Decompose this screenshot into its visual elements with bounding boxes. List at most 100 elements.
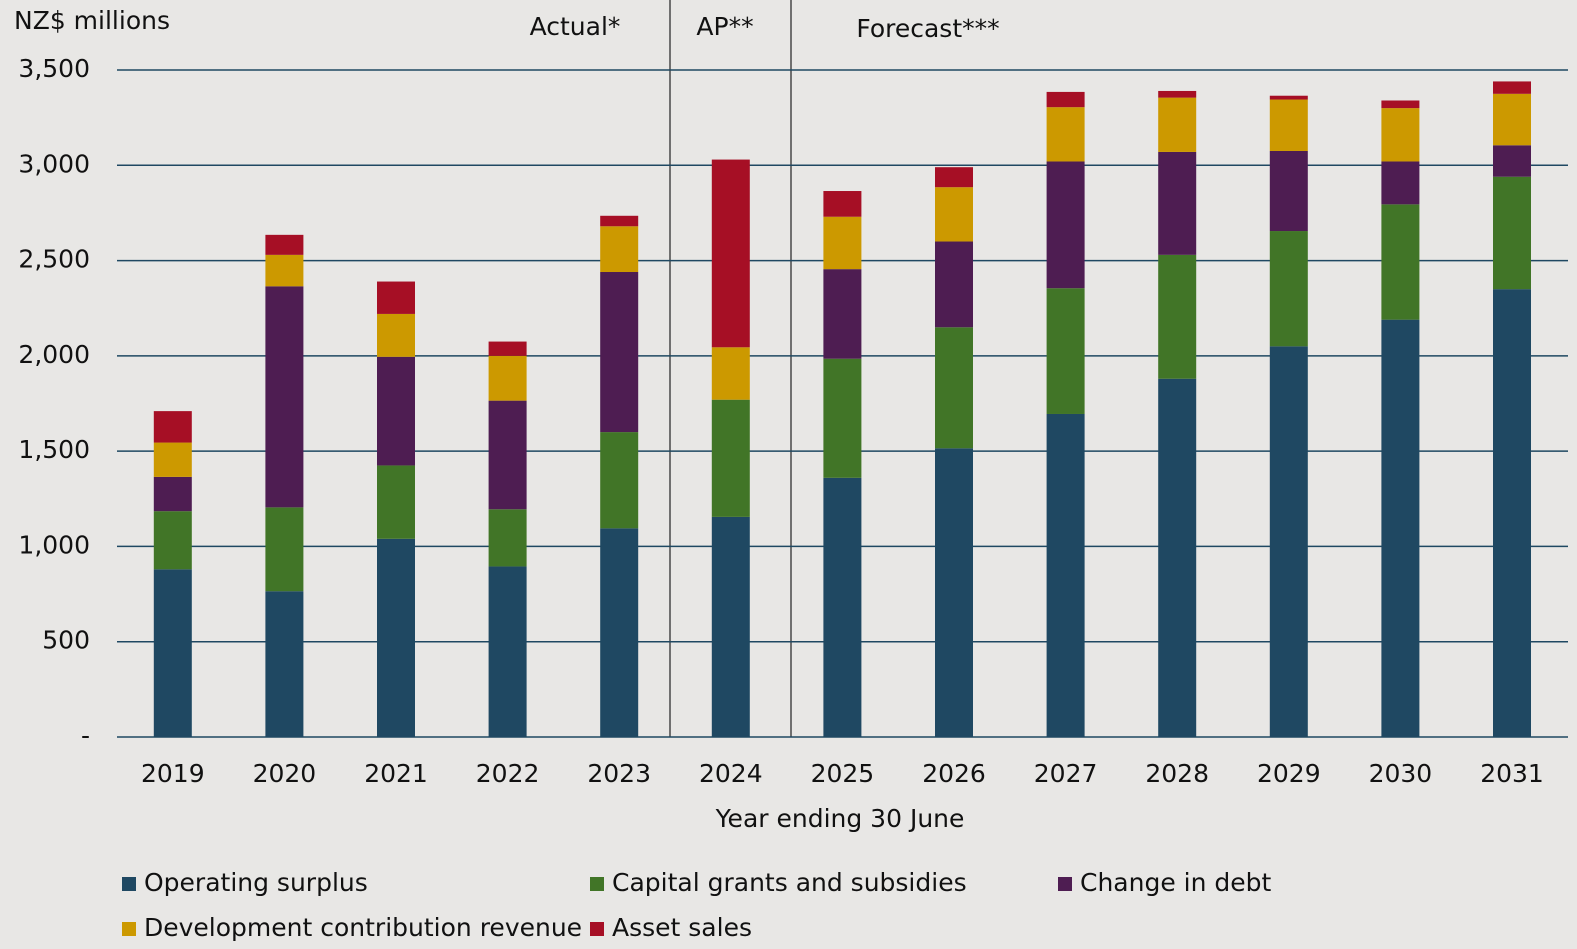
bar-segment <box>1381 108 1420 162</box>
bar-segment <box>1046 288 1085 414</box>
x-tick-label: 2025 <box>811 759 875 788</box>
bar-segment <box>1158 151 1197 255</box>
bar-segment <box>265 286 304 508</box>
bar-segment <box>1269 150 1308 232</box>
y-tick-label: 2,000 <box>18 340 90 369</box>
legend-label: Capital grants and subsidies <box>612 868 967 897</box>
bar-segment <box>265 507 304 592</box>
y-axis-title: NZ$ millions <box>14 6 170 35</box>
bar-segment <box>935 241 973 328</box>
bar-segment <box>1493 81 1531 94</box>
bar-segment <box>153 442 192 477</box>
y-tick-label: - <box>81 721 90 750</box>
bar-segment <box>823 216 862 270</box>
bar-segment <box>711 516 750 737</box>
bar-segment <box>1381 319 1420 737</box>
bar-segment <box>1493 176 1531 290</box>
bar-segment <box>935 327 973 449</box>
bar-segment <box>711 159 750 348</box>
y-tick-label: 3,000 <box>18 149 90 178</box>
bar-segment <box>935 448 973 737</box>
bar-segment <box>153 411 192 443</box>
bar-segment <box>1381 100 1420 109</box>
x-tick-label: 2029 <box>1257 759 1321 788</box>
bar-segment <box>1269 95 1308 100</box>
annotation: Actual* <box>530 12 621 41</box>
y-tick-label: 3,500 <box>18 54 90 83</box>
bar-segment <box>823 477 862 737</box>
bar-segment <box>711 347 750 400</box>
bar-segment <box>153 476 192 512</box>
bar-segment <box>1269 99 1308 151</box>
x-tick-label: 2030 <box>1369 759 1433 788</box>
x-tick-label: 2020 <box>253 759 317 788</box>
x-tick-label: 2023 <box>587 759 651 788</box>
bar-segment <box>600 215 639 227</box>
bar-segment <box>1493 93 1531 146</box>
legend-swatch <box>590 877 604 891</box>
bar-segment <box>600 528 639 737</box>
x-tick-label: 2031 <box>1480 759 1544 788</box>
bar-segment <box>600 226 639 273</box>
x-tick-label: 2019 <box>141 759 205 788</box>
bar-segment <box>823 358 862 478</box>
bar-segment <box>1269 231 1308 347</box>
bar-segment <box>153 511 192 570</box>
bar-segment <box>377 281 415 314</box>
bar-segment <box>1158 378 1197 737</box>
bar-segment <box>1269 346 1308 737</box>
annotation: AP** <box>696 12 753 41</box>
legend-swatch <box>122 922 136 936</box>
bar-segment <box>488 341 527 356</box>
bar-segment <box>1046 107 1085 162</box>
x-tick-label: 2028 <box>1145 759 1209 788</box>
bar-segment <box>935 187 973 242</box>
bar-segment <box>1493 289 1531 737</box>
bar-segment <box>488 355 527 401</box>
x-axis-title: Year ending 30 June <box>715 804 965 833</box>
bar-segment <box>377 356 415 466</box>
bar-segment <box>1158 90 1197 98</box>
bar-segment <box>377 538 415 737</box>
legend-label: Development contribution revenue <box>144 913 582 942</box>
legend-swatch <box>590 922 604 936</box>
bar-segment <box>265 254 304 287</box>
bar-segment <box>935 167 973 188</box>
bar-segment <box>265 591 304 737</box>
bar-segment <box>1381 161 1420 205</box>
bar-segment <box>1046 161 1085 289</box>
bar-segment <box>265 234 304 255</box>
legend-swatch <box>1058 877 1072 891</box>
y-tick-label: 1,000 <box>18 530 90 559</box>
bar-segment <box>600 272 639 433</box>
bar-segment <box>377 313 415 357</box>
bar-segment <box>488 400 527 510</box>
bar-segment <box>1493 145 1531 177</box>
bar-segment <box>1158 254 1197 379</box>
x-tick-label: 2024 <box>699 759 763 788</box>
legend-label: Operating surplus <box>144 868 368 897</box>
bar-segment <box>488 566 527 737</box>
y-tick-label: 1,500 <box>18 435 90 464</box>
bar-segment <box>1158 97 1197 152</box>
bar-segment <box>823 269 862 359</box>
y-tick-label: 500 <box>42 626 90 655</box>
y-tick-label: 2,500 <box>18 245 90 274</box>
bar-segment <box>823 191 862 217</box>
bar-segment <box>153 569 192 737</box>
bar-segment <box>600 432 639 529</box>
legend-swatch <box>122 877 136 891</box>
bar-segment <box>488 509 527 567</box>
x-tick-label: 2021 <box>364 759 428 788</box>
bar-segment <box>1381 204 1420 320</box>
bar-segment <box>1046 413 1085 737</box>
legend-label: Asset sales <box>612 913 752 942</box>
bar-segment <box>1046 91 1085 108</box>
x-tick-label: 2022 <box>476 759 540 788</box>
bar-segment <box>711 399 750 517</box>
x-tick-label: 2027 <box>1034 759 1098 788</box>
annotation: Forecast*** <box>856 14 999 43</box>
bar-segment <box>377 465 415 539</box>
